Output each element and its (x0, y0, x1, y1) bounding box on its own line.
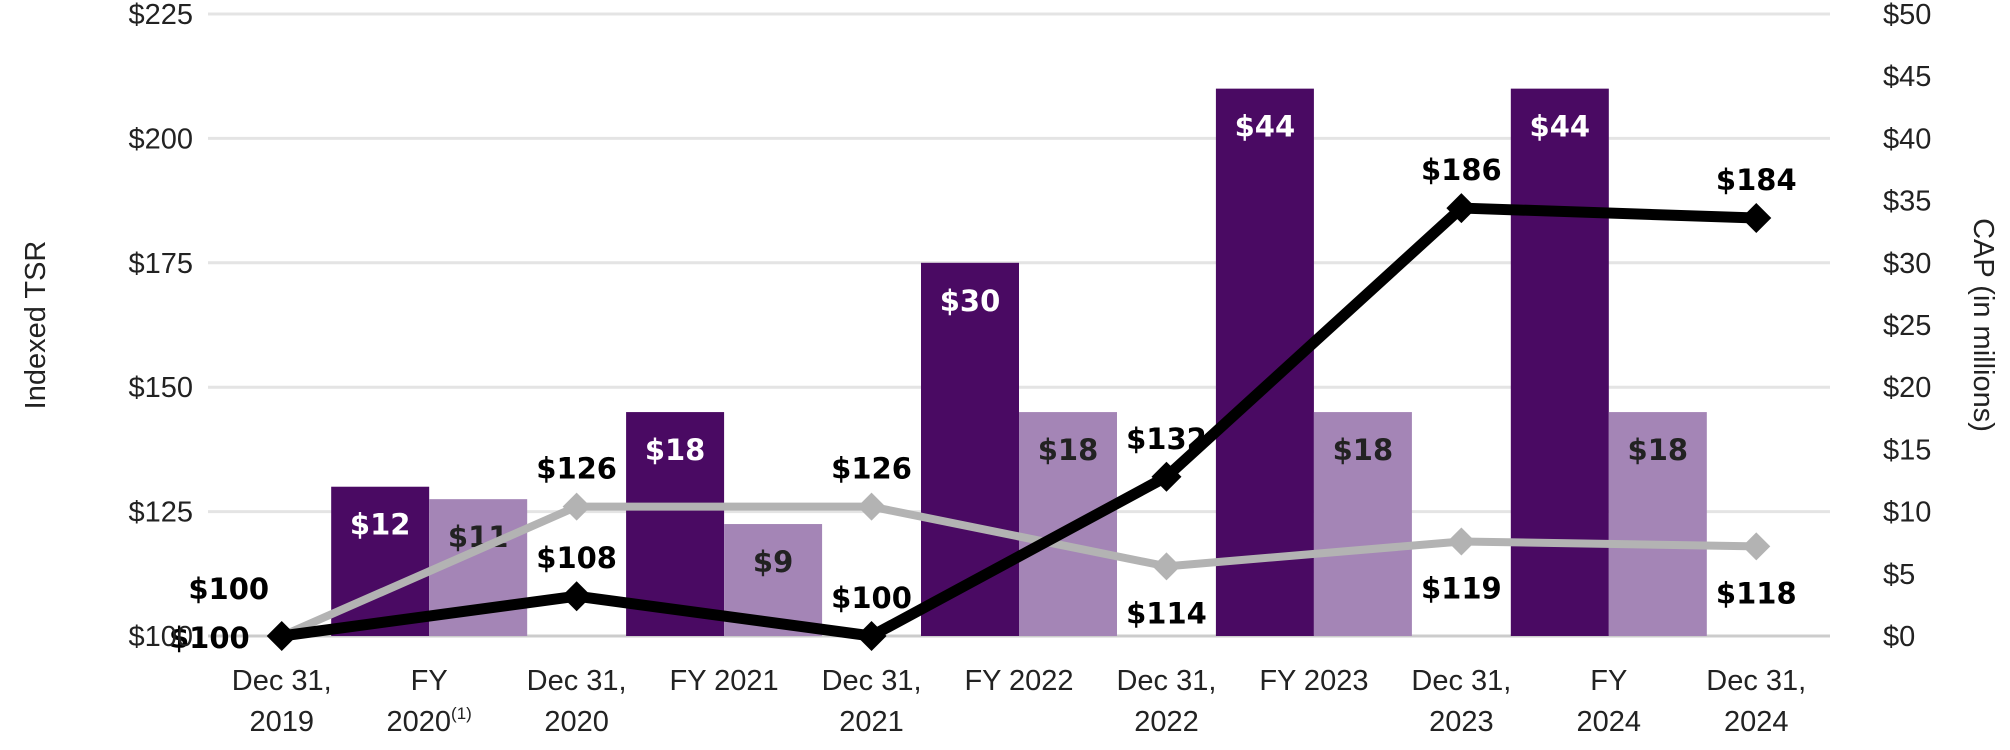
bar-value-label: $18 (1628, 433, 1689, 467)
right-axis-title: CAP (in millions) (1967, 218, 1999, 432)
category-label: FY (1590, 665, 1627, 697)
category-label: 2022 (1134, 706, 1199, 738)
point-value-label: $118 (1716, 576, 1797, 610)
category-label: 2019 (249, 706, 314, 738)
cap-bar (1608, 412, 1707, 636)
point-value-label: $126 (536, 452, 617, 486)
right-tick-label: $50 (1883, 0, 1931, 31)
category-label: Dec 31, (1116, 665, 1216, 697)
left-tick-label: $100 (128, 621, 193, 653)
bar-value-label: $9 (753, 545, 793, 579)
category-label: 2024 (1724, 706, 1789, 738)
diamond-marker (266, 621, 297, 651)
category-label: Dec 31, (232, 665, 332, 697)
right-tick-label: $35 (1883, 186, 1931, 218)
left-tick-label: $175 (128, 248, 193, 280)
right-tick-label: $30 (1883, 248, 1931, 280)
category-label: Dec 31, (527, 665, 627, 697)
diamond-marker (561, 581, 592, 612)
left-tick-label: $150 (128, 372, 193, 404)
category-label: 2020(1) (387, 704, 472, 738)
left-tick-label: $200 (128, 123, 193, 155)
cap-bar (626, 412, 725, 636)
right-tick-label: $10 (1883, 497, 1931, 529)
diamond-marker (1446, 193, 1477, 224)
cap-bar (1510, 88, 1609, 636)
right-tick-label: $45 (1883, 61, 1931, 93)
tsr-line-black (280, 202, 1757, 642)
axes: $100 $125 $150 $175 $200 $225 $0 $5 $10 $15 $20 $25… (128, 0, 1931, 738)
category-label: FY 2023 (1259, 665, 1368, 697)
diamond-marker (1742, 532, 1771, 561)
left-tick-label: $225 (128, 0, 193, 31)
point-value-label: $119 (1421, 571, 1502, 605)
tsr-line-gray (280, 502, 1757, 640)
point-value-label: $100 (831, 581, 912, 615)
diamond-marker (857, 492, 886, 521)
diamond-marker (1447, 527, 1476, 556)
point-value-label: $184 (1716, 163, 1797, 197)
point-value-label: $100 (188, 572, 269, 606)
category-label: FY 2022 (964, 665, 1073, 697)
category-label: FY (411, 665, 448, 697)
category-label: 2020 (544, 706, 609, 738)
right-tick-label: $5 (1883, 559, 1915, 591)
category-label: 2021 (839, 706, 904, 738)
diamond-marker (1152, 552, 1181, 581)
category-label: Dec 31, (1411, 665, 1511, 697)
point-value-label: $132 (1126, 422, 1207, 456)
right-tick-label: $25 (1883, 310, 1931, 342)
diamond-marker (562, 492, 591, 521)
diamond-marker (856, 621, 887, 651)
point-value-label: $114 (1126, 596, 1207, 630)
bar-value-label: $12 (350, 508, 411, 542)
left-tick-label: $125 (128, 497, 193, 529)
diamond-marker (1151, 461, 1182, 492)
cap-bar (1313, 412, 1412, 636)
cap-bar (921, 262, 1019, 636)
footnote-marker: (1) (451, 704, 472, 723)
diamond-marker (1741, 203, 1772, 234)
point-value-label: $186 (1421, 153, 1502, 187)
category-label: Dec 31, (1706, 665, 1806, 697)
right-tick-label: $40 (1883, 123, 1931, 155)
category-label: FY 2021 (670, 665, 779, 697)
point-value-label: $108 (536, 541, 617, 575)
bar-value-label: $44 (1235, 110, 1296, 144)
right-tick-label: $20 (1883, 372, 1931, 404)
bar-value-label: $30 (940, 284, 1001, 318)
category-label: 2024 (1577, 706, 1642, 738)
point-value-label: $126 (831, 452, 912, 486)
category-label: 2023 (1429, 706, 1494, 738)
tsr-lines: $100 $108 $100 $132 $186 $184 $100 $126 $126 $114… (169, 153, 1797, 655)
right-tick-label: $15 (1883, 434, 1931, 466)
point-value-label: $100 (169, 621, 250, 655)
bar-value-label: $18 (1333, 433, 1394, 467)
left-axis-title: Indexed TSR (20, 241, 52, 410)
bar-value-label: $18 (1038, 433, 1099, 467)
right-tick-label: $0 (1883, 621, 1915, 653)
bar-value-label: $44 (1530, 110, 1591, 144)
category-label: Dec 31, (822, 665, 922, 697)
bar-value-label: $18 (645, 433, 706, 467)
